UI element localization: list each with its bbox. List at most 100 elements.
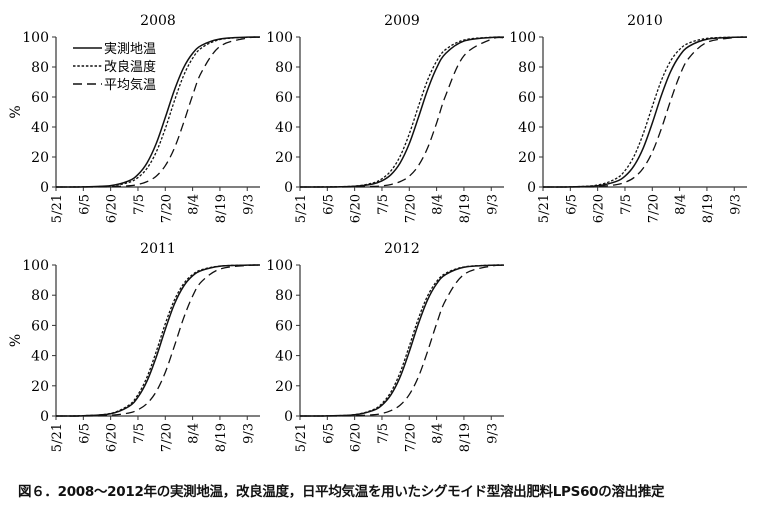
- y-tick-label: 100: [509, 30, 536, 46]
- y-tick-label: 20: [275, 150, 293, 166]
- x-tick-label: 7/20: [403, 423, 418, 452]
- series-line-dashed: [299, 36, 505, 188]
- y-tick-label: 0: [284, 409, 293, 425]
- x-tick-label: 7/20: [159, 194, 174, 223]
- x-tick-label: 8/4: [187, 194, 202, 215]
- x-tick-label: 6/20: [349, 423, 364, 452]
- x-tick-label: 6/5: [564, 194, 579, 215]
- x-tick-label: 9/3: [241, 194, 256, 215]
- x-tick-label: 6/5: [321, 423, 336, 444]
- x-tick-label: 7/20: [646, 194, 661, 223]
- x-tick-label: 6/20: [105, 423, 120, 452]
- y-tick-label: 80: [518, 60, 536, 76]
- series-line-solid: [299, 264, 505, 417]
- x-tick-label: 7/5: [376, 423, 391, 444]
- y-tick-label: 0: [284, 180, 293, 196]
- y-tick-label: 0: [527, 180, 536, 196]
- y-axis-label: %: [8, 334, 24, 347]
- y-tick-label: 80: [31, 60, 49, 76]
- x-tick-label: 8/4: [431, 194, 446, 215]
- y-tick-label: 40: [275, 349, 293, 365]
- x-tick-label: 5/21: [294, 194, 309, 223]
- chart-panel-2012: 2012 0 20 40 60 80 100 5/21 6/5 6/20 7/5 7/20 8/4 8/1…: [266, 241, 505, 452]
- x-tick-label: 9/3: [728, 194, 743, 215]
- x-tick-label: 7/5: [619, 194, 634, 215]
- y-tick-label: 20: [31, 379, 49, 395]
- y-tick-label: 100: [266, 258, 293, 274]
- y-tick-label: 100: [22, 258, 49, 274]
- chart-panel-2008: 2008 0 20 40 60 80 100 5/21 6/5 6/20 7/5 7/20 8/4 8/1…: [8, 13, 261, 223]
- y-tick-label: 60: [275, 90, 293, 106]
- x-tick-label: 9/3: [241, 423, 256, 444]
- series-line-dashed: [55, 264, 261, 417]
- y-tick-label: 60: [31, 318, 49, 334]
- x-tick-label: 5/21: [294, 423, 309, 452]
- chart-title: 2009: [384, 13, 420, 29]
- x-tick-label: 7/5: [376, 194, 391, 215]
- y-tick-label: 100: [22, 30, 49, 46]
- x-tick-label: 8/19: [214, 194, 229, 223]
- series-line-dotted: [299, 264, 505, 417]
- x-tick-label: 6/20: [105, 194, 120, 223]
- y-tick-label: 40: [31, 349, 49, 365]
- x-tick-label: 8/19: [458, 423, 473, 452]
- y-tick-label: 20: [275, 379, 293, 395]
- y-tick-label: 80: [31, 288, 49, 304]
- y-tick-label: 40: [518, 120, 536, 136]
- x-tick-label: 9/3: [485, 194, 500, 215]
- chart-panel-2011: 2011 0 20 40 60 80 100 5/21 6/5 6/20 7/5 7/20 8/4 8/1…: [8, 241, 261, 452]
- series-line-dotted: [55, 36, 261, 188]
- y-tick-label: 60: [275, 318, 293, 334]
- y-tick-label: 0: [40, 180, 49, 196]
- y-axis-label: %: [8, 105, 24, 118]
- y-tick-label: 100: [266, 30, 293, 46]
- legend-label: 平均気温: [104, 77, 156, 93]
- x-tick-label: 7/5: [132, 423, 147, 444]
- legend-label: 改良温度: [104, 59, 156, 75]
- y-tick-label: 0: [40, 409, 49, 425]
- chart-title: 2010: [627, 13, 663, 29]
- x-tick-label: 5/21: [50, 194, 65, 223]
- legend-label: 実測地温: [104, 41, 156, 57]
- y-tick-label: 40: [275, 120, 293, 136]
- x-tick-label: 5/21: [537, 194, 552, 223]
- series-line-dotted: [55, 264, 261, 417]
- x-tick-label: 7/5: [132, 194, 147, 215]
- x-tick-label: 6/5: [77, 194, 92, 215]
- y-tick-label: 60: [518, 90, 536, 106]
- chart-title: 2008: [140, 13, 176, 29]
- series-line-solid: [299, 36, 505, 188]
- series-line-solid: [542, 36, 748, 188]
- chart-title: 2011: [140, 241, 176, 257]
- chart-title: 2012: [384, 241, 420, 257]
- chart-panel-2009: 2009 0 20 40 60 80 100 5/21 6/5 6/20 7/5 7/20 8/4 8/1…: [266, 13, 505, 223]
- x-tick-label: 8/19: [701, 194, 716, 223]
- x-tick-label: 6/5: [321, 194, 336, 215]
- y-tick-label: 80: [275, 288, 293, 304]
- x-tick-label: 8/19: [214, 423, 229, 452]
- x-tick-label: 8/19: [458, 194, 473, 223]
- y-tick-label: 40: [31, 120, 49, 136]
- x-tick-label: 6/20: [349, 194, 364, 223]
- x-tick-label: 8/4: [187, 423, 202, 444]
- x-tick-label: 7/20: [159, 423, 174, 452]
- x-tick-label: 7/20: [403, 194, 418, 223]
- x-tick-label: 6/5: [77, 423, 92, 444]
- figure-caption: 図６．2008～2012年の実測地温，改良温度，日平均気温を用いたシグモイド型溶…: [18, 484, 665, 500]
- x-tick-label: 6/20: [592, 194, 607, 223]
- series-line-dotted: [299, 36, 505, 188]
- x-tick-label: 8/4: [431, 423, 446, 444]
- series-line-dashed: [542, 36, 748, 188]
- y-tick-label: 20: [31, 150, 49, 166]
- x-tick-label: 9/3: [485, 423, 500, 444]
- y-tick-label: 60: [31, 90, 49, 106]
- x-tick-label: 5/21: [50, 423, 65, 452]
- series-line-solid: [55, 264, 261, 417]
- series-line-solid: [55, 36, 261, 188]
- x-tick-label: 8/4: [674, 194, 689, 215]
- y-tick-label: 20: [518, 150, 536, 166]
- chart-panel-2010: 2010 0 20 40 60 80 100 5/21 6/5 6/20 7/5 7/20 8/4 8/1…: [509, 13, 748, 223]
- series-line-dotted: [542, 36, 748, 188]
- series-line-dashed: [55, 36, 261, 188]
